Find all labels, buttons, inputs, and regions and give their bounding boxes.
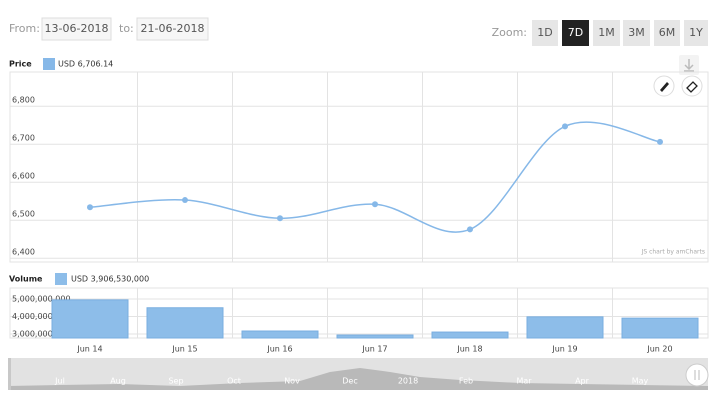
y-tick-label: 6,700 (12, 134, 35, 143)
zoom-label: Zoom: (492, 26, 527, 39)
y-tick-label: 6,500 (12, 210, 35, 219)
volume-bar (621, 317, 699, 339)
volume-bar (336, 334, 414, 339)
zoom-button[interactable] (623, 20, 650, 46)
x-tick-label: Jun 16 (266, 345, 292, 354)
navigator-silhouette (8, 368, 708, 390)
y-tick-label: 5,000,000,000 (12, 295, 71, 304)
credit: JS chart by amCharts (641, 249, 705, 256)
price-point (562, 123, 568, 130)
price-point (657, 138, 663, 145)
x-tick-label: Jun 19 (551, 345, 577, 354)
pencil-glyph (660, 82, 669, 92)
eraser-glyph (686, 81, 698, 93)
volume-bar (51, 299, 129, 339)
navigator-label: Nov (284, 377, 300, 386)
zoom-button[interactable] (654, 20, 680, 46)
navigator-edge (8, 358, 11, 390)
from-date[interactable]: 13-06-2018 (45, 22, 109, 35)
zoom-button-label[interactable]: 1M (598, 26, 615, 39)
price-point (372, 201, 378, 208)
zoom-button-label[interactable]: 1D (537, 26, 552, 39)
handle-grip (694, 370, 700, 380)
volume-bar (431, 331, 509, 339)
x-tick-label: Jun 17 (361, 345, 387, 354)
navigator-label: Mar (516, 377, 532, 386)
navigator-label: Sep (168, 377, 183, 386)
y-tick-label: 6,600 (12, 172, 35, 181)
zoom-button[interactable] (593, 20, 620, 46)
price-point (182, 197, 188, 204)
navigator-label: Feb (459, 377, 473, 386)
navigator-label: Apr (575, 377, 590, 386)
navigator-label: May (632, 377, 649, 386)
navigator-label: Aug (110, 377, 126, 386)
panel-title: Volume (9, 275, 43, 284)
legend-label: USD 6,706.14 (58, 60, 113, 69)
volume-bar (146, 307, 224, 339)
y-tick-label: 6,800 (12, 96, 35, 105)
to-input[interactable] (136, 17, 209, 41)
volume-bar (241, 330, 319, 339)
y-tick-label: 6,400 (12, 248, 35, 257)
zoom-button-label[interactable]: 7D (568, 26, 583, 39)
zoom-button-label[interactable]: 1Y (689, 26, 703, 39)
panel-title: Price (9, 60, 32, 69)
zoom-button-label[interactable]: 6M (659, 26, 676, 39)
price-point (87, 204, 93, 211)
navigator-handle[interactable] (685, 363, 709, 387)
download-glyph (684, 59, 694, 72)
zoom-button-label[interactable]: 3M (628, 26, 645, 39)
y-tick-label: 3,000,000,000 (12, 329, 71, 338)
navigator-label: 2018 (398, 377, 418, 386)
to-date[interactable]: 21-06-2018 (141, 22, 205, 35)
to-label: to: (119, 22, 134, 35)
navigator-label: Dec (342, 377, 357, 386)
x-tick-label: Jun 14 (76, 345, 102, 354)
legend-swatch (43, 58, 55, 70)
zoom-button[interactable] (532, 20, 558, 46)
volume-bar (526, 316, 604, 339)
navigator-label: Oct (227, 377, 241, 386)
legend-swatch (55, 273, 67, 285)
from-input[interactable] (41, 17, 112, 41)
x-tick-label: Jun 18 (456, 345, 482, 354)
zoom-buttons: 1D 7D 1M 3M 6M 1Y (532, 20, 708, 46)
plot-area (9, 71, 709, 263)
price-point (467, 226, 473, 233)
zoom-button[interactable] (562, 20, 589, 46)
price-point (277, 215, 283, 222)
zoom-button[interactable] (684, 20, 708, 46)
x-tick-label: Jun 15 (171, 345, 197, 354)
from-label: From: (9, 22, 40, 35)
legend-label: USD 3,906,530,000 (71, 275, 149, 284)
y-tick-label: 4,000,000,000 (12, 312, 71, 321)
navigator-label: Jul (54, 377, 65, 386)
x-tick-label: Jun 20 (646, 345, 672, 354)
